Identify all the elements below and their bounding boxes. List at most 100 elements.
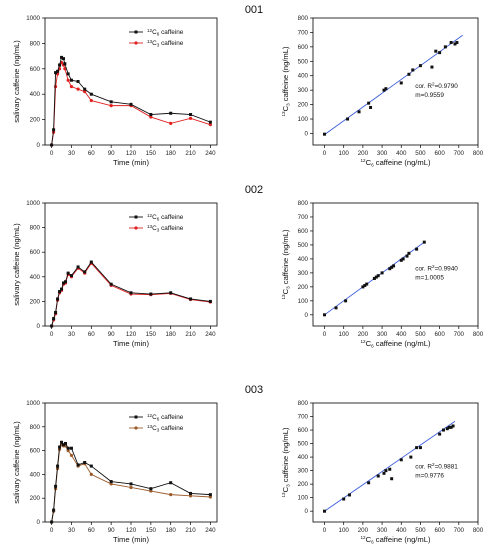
y-tick-label: 0 xyxy=(305,130,309,137)
data-point xyxy=(69,453,74,457)
axis-text: caffeine (ng/mL) xyxy=(374,339,431,348)
data-point xyxy=(388,467,392,471)
x-tick-label: 200 xyxy=(358,331,369,338)
y-tick-label: 700 xyxy=(298,414,309,421)
y-tick-label: 400 xyxy=(30,91,41,98)
y-tick-label: 0 xyxy=(37,142,41,149)
plot-frame xyxy=(44,202,218,327)
legend-swatch-marker xyxy=(134,415,138,419)
y-axis-label: salivary caffeine (ng/mL) xyxy=(12,421,21,504)
data-point xyxy=(62,281,66,285)
scatter-chart-001-correlation: 12C6 caffeine (ng/mL)13C3 caffeine (ng/m… xyxy=(281,17,479,168)
data-point xyxy=(449,425,453,429)
y-tick-label: 400 xyxy=(30,471,41,478)
data-point xyxy=(344,299,348,303)
y-tick-label: 500 xyxy=(298,58,309,65)
x-tick-label: 0 xyxy=(50,331,54,338)
y-tick-label: 300 xyxy=(298,270,309,277)
y-tick-label: 200 xyxy=(298,284,309,291)
r2-exponent: 2 xyxy=(432,462,435,467)
x-tick-label: 800 xyxy=(473,527,484,534)
data-point xyxy=(109,282,113,286)
legend-text: caffeine xyxy=(159,40,183,47)
data-point xyxy=(50,324,54,328)
r-squared-annotation: cor. R2=0.9881 xyxy=(415,462,458,471)
y-tick-label: 700 xyxy=(298,29,309,36)
data-point xyxy=(58,445,62,449)
legend-element: C xyxy=(152,40,157,47)
r2-label: cor. R xyxy=(415,266,432,273)
plot-frame xyxy=(44,402,218,523)
data-point xyxy=(69,84,74,89)
x-tick-label: 0 xyxy=(323,527,327,534)
y-tick-label: 200 xyxy=(298,102,309,109)
legend-subscript: 6 xyxy=(157,32,160,37)
data-point xyxy=(208,299,212,303)
y-tick-label: 200 xyxy=(30,117,41,124)
data-point xyxy=(52,508,56,512)
data-point xyxy=(89,260,93,264)
data-point xyxy=(69,78,73,82)
y-tick-label: 1000 xyxy=(26,400,40,407)
data-point xyxy=(361,285,365,289)
axis-element: C xyxy=(281,486,290,492)
y-tick-label: 0 xyxy=(305,508,309,515)
data-point xyxy=(63,62,67,66)
data-point xyxy=(60,440,64,444)
data-point xyxy=(323,313,327,317)
data-point xyxy=(367,481,371,485)
y-tick-label: 600 xyxy=(298,44,309,51)
series-line-0 xyxy=(51,56,211,146)
data-point xyxy=(342,497,346,501)
r-squared-annotation: cor. R2=0.9790 xyxy=(415,81,458,90)
axis-isotope: 13 xyxy=(281,492,286,498)
axis-element: C xyxy=(366,339,372,348)
legend-isotope: 13 xyxy=(147,224,153,229)
x-tick-label: 500 xyxy=(415,331,426,338)
data-point xyxy=(455,41,459,45)
data-point xyxy=(188,116,193,120)
y-tick-label: 600 xyxy=(30,448,41,455)
legend-isotope: 13 xyxy=(147,424,153,429)
data-point xyxy=(109,480,113,484)
x-tick-label: 400 xyxy=(396,150,407,157)
x-axis-label: 12C6 caffeine (ng/mL) xyxy=(360,339,430,349)
r2-value: =0.9940 xyxy=(435,266,459,273)
data-point xyxy=(347,493,351,497)
data-point xyxy=(69,446,73,450)
data-point xyxy=(411,68,415,72)
data-point xyxy=(129,102,133,106)
axis-subscript: 3 xyxy=(286,286,291,289)
x-tick-label: 0 xyxy=(50,150,54,157)
data-point xyxy=(76,463,80,467)
data-point xyxy=(399,458,403,462)
data-point xyxy=(384,469,388,473)
x-tick-label: 240 xyxy=(205,527,216,534)
axis-subscript: 3 xyxy=(286,103,291,106)
slope-annotation: m=1.0005 xyxy=(415,275,444,282)
data-point xyxy=(334,306,338,310)
data-point xyxy=(89,98,93,103)
y-tick-label: 1000 xyxy=(26,15,40,22)
axis-subscript: 6 xyxy=(371,344,374,349)
y-tick-label: 400 xyxy=(298,256,309,263)
r2-exponent: 2 xyxy=(432,264,435,269)
data-point xyxy=(83,461,87,464)
data-point xyxy=(453,42,457,46)
y-tick-label: 1000 xyxy=(26,200,40,207)
data-point xyxy=(64,280,68,284)
data-point xyxy=(376,474,380,478)
y-tick-label: 0 xyxy=(37,323,41,330)
legend-element: C xyxy=(152,29,157,36)
data-point xyxy=(365,282,369,286)
data-point xyxy=(189,491,193,495)
legend-entry-0: 12C6 caffeine xyxy=(147,213,184,222)
legend-entry-1: 13C3 caffeine xyxy=(147,424,184,433)
y-tick-label: 300 xyxy=(298,468,309,475)
y-tick-label: 100 xyxy=(298,116,309,123)
x-tick-label: 300 xyxy=(377,331,388,338)
series-line-0 xyxy=(51,441,211,523)
y-tick-label: 0 xyxy=(305,312,309,319)
